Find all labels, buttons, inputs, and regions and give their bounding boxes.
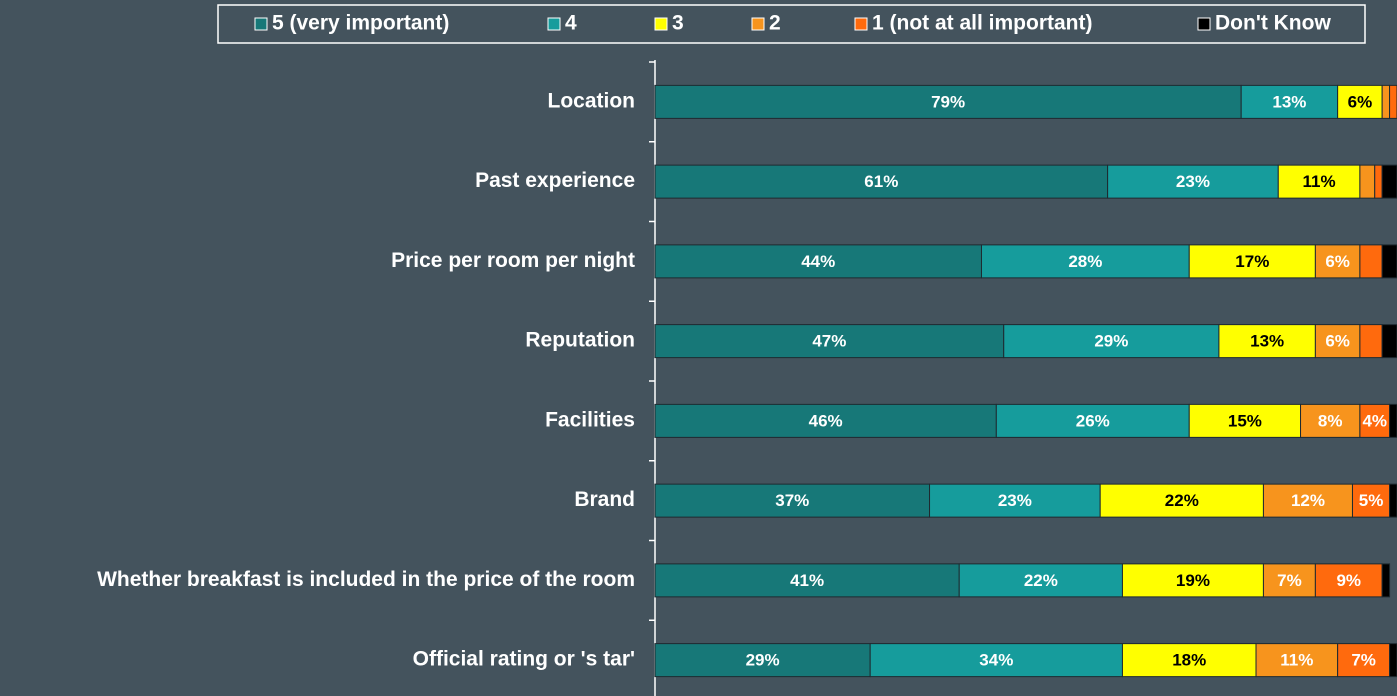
bar-segment: [1300, 403, 1361, 438]
data-label: 12%: [1291, 491, 1325, 510]
bar-segment: [1337, 643, 1391, 678]
legend-swatch: [751, 17, 765, 31]
bar-segment: [1381, 164, 1397, 199]
data-label: 61%: [864, 172, 898, 191]
data-label: 26%: [1076, 411, 1110, 430]
legend-swatch: [547, 17, 561, 31]
category-label: Past experience: [475, 169, 635, 192]
category-label: Brand: [574, 488, 635, 511]
data-label: 9%: [1336, 571, 1361, 590]
data-label: 28%: [1068, 252, 1102, 271]
bar-segment: [654, 84, 1242, 119]
data-label: 34%: [979, 651, 1013, 670]
data-label: 37%: [775, 491, 809, 510]
legend-label: 4: [565, 12, 577, 35]
data-label: 41%: [790, 571, 824, 590]
bar-segment: [980, 244, 1190, 279]
bar-segment: [1121, 563, 1264, 598]
data-label: 23%: [1176, 172, 1210, 191]
data-label: 22%: [1024, 571, 1058, 590]
data-label: 7%: [1277, 571, 1302, 590]
bar-segment: [1389, 643, 1397, 678]
data-label: 13%: [1250, 332, 1284, 351]
category-label: Whether breakfast is included in the pri…: [97, 568, 635, 591]
bar-segment: [1381, 84, 1391, 119]
bar-segment: [1314, 324, 1361, 359]
data-label: 5%: [1359, 491, 1384, 510]
data-label: 79%: [931, 92, 965, 111]
category-label: Price per room per night: [391, 249, 635, 272]
legend-swatch: [1197, 17, 1211, 31]
bar-segment: [1107, 164, 1279, 199]
bar-segment: [1277, 164, 1361, 199]
legend-label: 2: [769, 12, 781, 35]
data-label: 6%: [1325, 332, 1350, 351]
data-label: 19%: [1176, 571, 1210, 590]
bar-segment: [1262, 483, 1353, 518]
bar-segment: [1188, 244, 1316, 279]
bar-segment: [1381, 563, 1391, 598]
data-label: 7%: [1351, 651, 1376, 670]
bar-segment: [1262, 563, 1316, 598]
data-label: 17%: [1235, 252, 1269, 271]
bar-segment: [929, 483, 1101, 518]
bar-segment: [1359, 244, 1383, 279]
bar-segment: [654, 483, 931, 518]
category-label: Facilities: [545, 408, 635, 431]
bar-segment: [1003, 324, 1220, 359]
bar-segment: [869, 643, 1123, 678]
legend-label: Don't Know: [1215, 12, 1331, 35]
data-label: 6%: [1348, 92, 1373, 111]
legend-label: 3: [672, 12, 684, 35]
bar-segment: [654, 164, 1109, 199]
category-label: Reputation: [525, 329, 635, 352]
data-label: 46%: [809, 411, 843, 430]
bar-segment: [1359, 164, 1376, 199]
legend-label: 1 (not at all important): [872, 12, 1093, 35]
bar-segment: [958, 563, 1123, 598]
bar-segment: [1351, 483, 1391, 518]
category-label: Official rating or 's tar': [413, 648, 635, 671]
bar-segment: [1389, 403, 1397, 438]
category-label: Location: [548, 89, 636, 112]
data-label: 18%: [1172, 651, 1206, 670]
legend-swatch: [254, 17, 268, 31]
data-label: 22%: [1165, 491, 1199, 510]
bar-segment: [654, 643, 871, 678]
bar-segment: [1381, 324, 1397, 359]
bar-segment: [1337, 84, 1383, 119]
bar-segment: [995, 403, 1190, 438]
data-label: 47%: [812, 332, 846, 351]
bar-segment: [1359, 324, 1383, 359]
bar-segment: [654, 324, 1005, 359]
bar-segment: [1218, 324, 1316, 359]
legend-box: [217, 4, 1366, 44]
data-label: 11%: [1303, 172, 1336, 191]
data-label: 13%: [1272, 92, 1306, 111]
bar-segment: [1121, 643, 1257, 678]
bar-segment: [1389, 84, 1397, 119]
legend-label: 5 (very important): [272, 12, 449, 35]
bar-segment: [654, 403, 997, 438]
bar-segment: [1188, 403, 1302, 438]
bar-segment: [1381, 244, 1397, 279]
data-label: 11%: [1280, 651, 1313, 670]
data-label: 23%: [998, 491, 1032, 510]
bar-segment: [654, 563, 960, 598]
data-label: 44%: [801, 252, 835, 271]
legend-swatch: [854, 17, 868, 31]
data-label: 4%: [1362, 411, 1387, 430]
legend-swatch: [654, 17, 668, 31]
bar-segment: [1374, 164, 1383, 199]
data-label: 29%: [746, 651, 780, 670]
bar-segment: [1314, 244, 1361, 279]
data-label: 8%: [1318, 411, 1343, 430]
bar-segment: [1389, 483, 1397, 518]
bar-segment: [1314, 563, 1383, 598]
data-label: 6%: [1325, 252, 1350, 271]
data-label: 29%: [1094, 332, 1128, 351]
data-label: 15%: [1228, 411, 1262, 430]
